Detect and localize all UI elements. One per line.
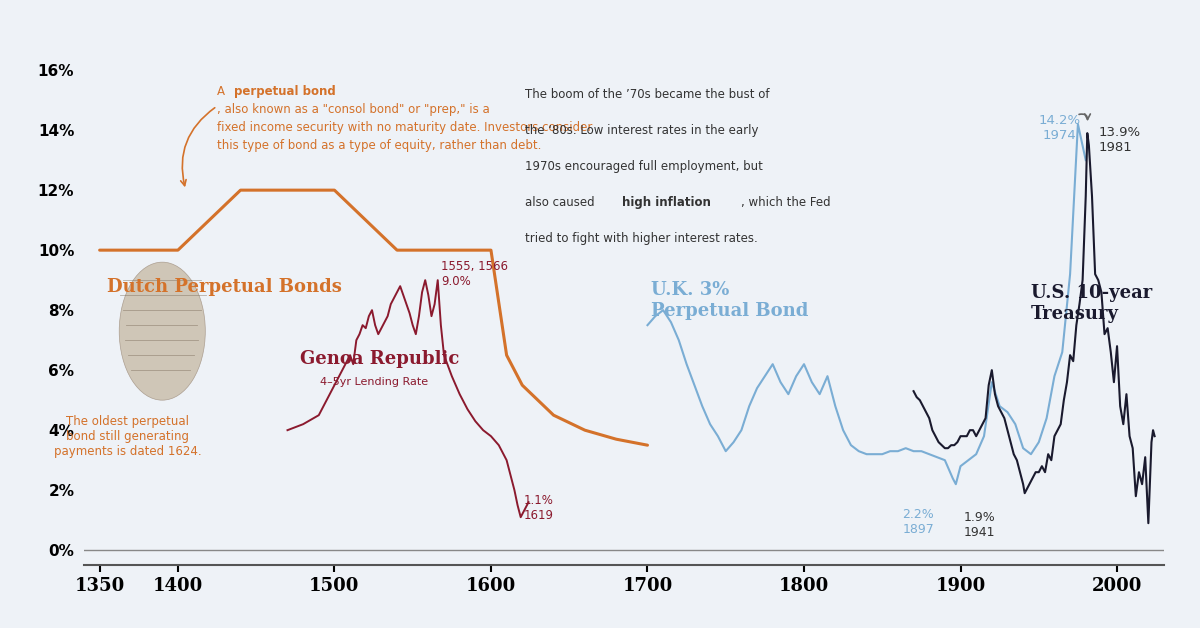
Text: The boom of the ’70s became the bust of: The boom of the ’70s became the bust of [526,88,770,101]
Text: this type of bond as a type of equity, rather than debt.: this type of bond as a type of equity, r… [217,139,541,152]
Text: 1970s encouraged full employment, but: 1970s encouraged full employment, but [526,160,763,173]
Text: U.S. 10-year
Treasury: U.S. 10-year Treasury [1031,284,1152,323]
Ellipse shape [119,262,205,400]
Text: 1.1%
1619: 1.1% 1619 [524,494,554,522]
Text: 1555, 1566
9.0%: 1555, 1566 9.0% [440,260,508,288]
Text: 14.2%
1974: 14.2% 1974 [1038,114,1080,142]
Text: , which the Fed: , which the Fed [742,196,832,209]
Text: Dutch Perpetual Bonds: Dutch Perpetual Bonds [108,278,342,296]
Text: tried to fight with higher interest rates.: tried to fight with higher interest rate… [526,232,758,245]
Text: fixed income security with no maturity date. Investors consider: fixed income security with no maturity d… [217,121,593,134]
Text: perpetual bond: perpetual bond [234,85,336,98]
Text: 1.9%
1941: 1.9% 1941 [964,511,995,539]
Text: The oldest perpetual
bond still generating
payments is dated 1624.: The oldest perpetual bond still generati… [54,415,202,458]
Text: , also known as a "consol bond" or "prep," is a: , also known as a "consol bond" or "prep… [217,103,490,116]
Text: 13.9%
1981: 13.9% 1981 [1098,126,1140,154]
Text: 2.2%
1897: 2.2% 1897 [902,508,934,536]
Text: 4–5yr Lending Rate: 4–5yr Lending Rate [320,377,428,387]
Text: the ‘80s. Low interest rates in the early: the ‘80s. Low interest rates in the earl… [526,124,758,137]
Text: A: A [217,85,229,98]
Text: also caused: also caused [526,196,599,209]
Text: high inflation: high inflation [623,196,712,209]
Text: Genoa Republic: Genoa Republic [300,350,460,368]
Text: U.K. 3%
Perpetual Bond: U.K. 3% Perpetual Bond [650,281,808,320]
